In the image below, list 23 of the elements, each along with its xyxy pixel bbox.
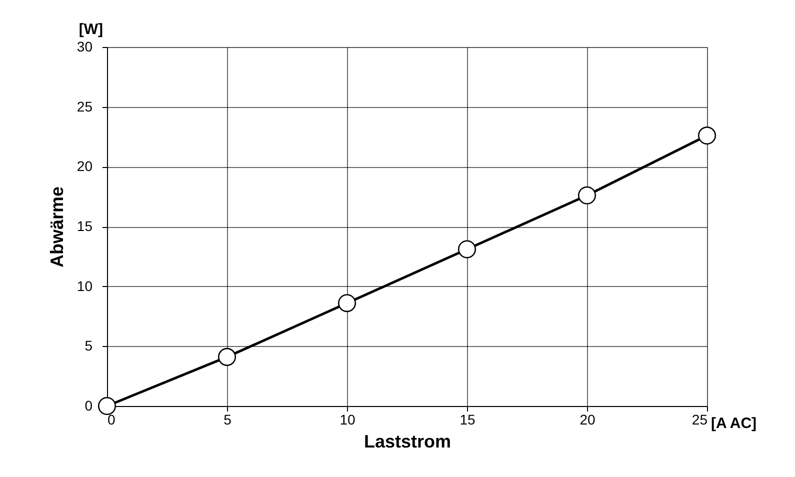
y-tick-label: 10	[76, 278, 93, 294]
point	[578, 186, 596, 204]
y-tick-label: 5	[84, 338, 93, 354]
x-tick-label: 25	[692, 412, 708, 428]
text: [A AC]	[711, 415, 757, 432]
x-tick-label: 5	[224, 412, 232, 428]
text: [W]	[78, 21, 103, 38]
y-tick-label: 15	[76, 218, 93, 234]
x-tick-label: 0	[108, 412, 116, 428]
y-tick-label: 30	[76, 38, 93, 54]
point	[218, 348, 236, 366]
x-axis-title: Laststrom	[364, 432, 452, 452]
point	[338, 294, 356, 312]
y-axis-title: Abwärme	[46, 186, 67, 268]
point	[458, 240, 476, 258]
y-tick-label: 25	[76, 98, 93, 114]
y-tick-label: 20	[76, 158, 93, 174]
y-tick-label: 0	[84, 398, 93, 414]
x-tick-label: 20	[580, 412, 596, 428]
x-tick-label: 15	[460, 412, 476, 428]
point	[698, 126, 716, 145]
point	[98, 397, 116, 415]
x-tick-label: 10	[340, 412, 356, 428]
